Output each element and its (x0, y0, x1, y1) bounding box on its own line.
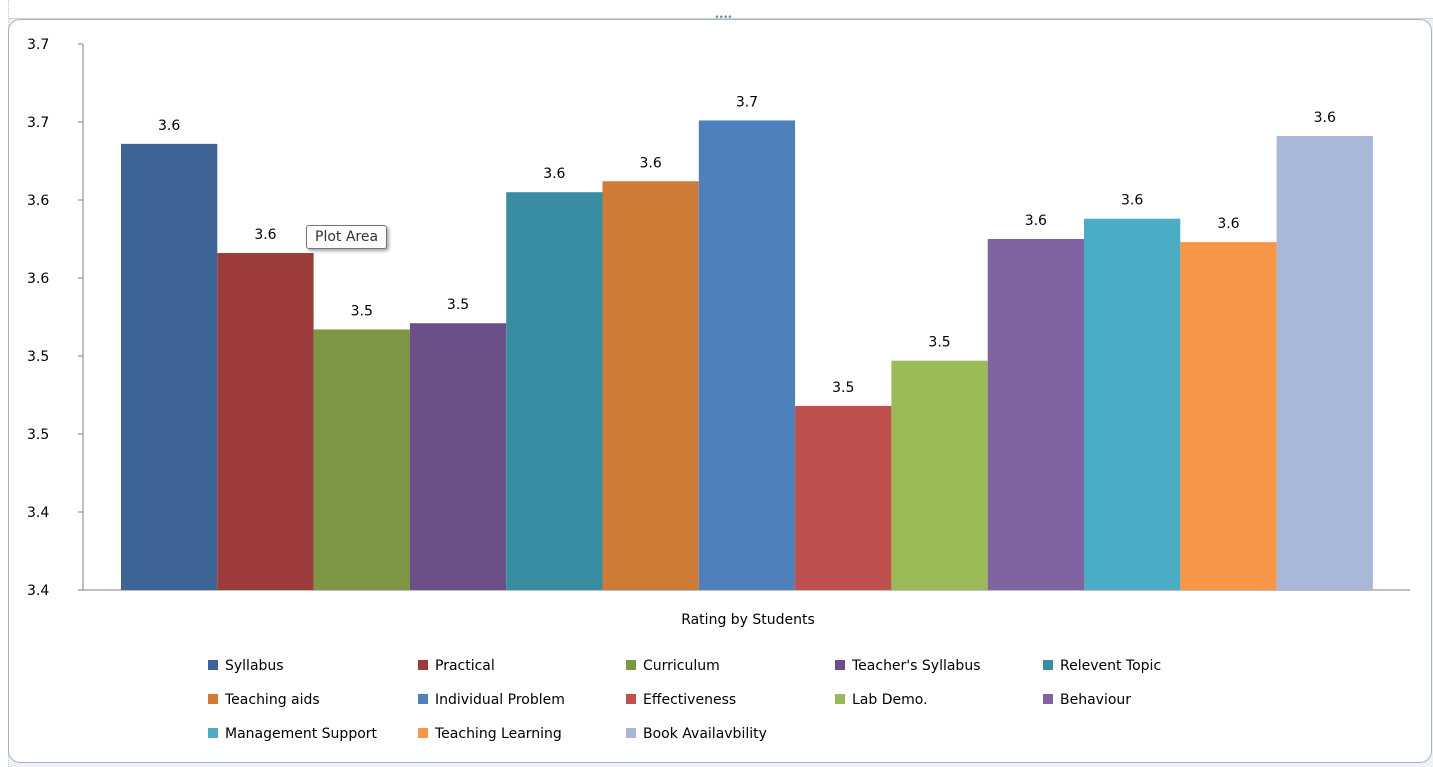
legend-swatch (208, 694, 218, 704)
bar-lab-demo-[interactable] (891, 360, 988, 590)
data-label: 3.5 (928, 335, 950, 351)
data-label: 3.7 (736, 94, 758, 110)
y-tick-label: 3.6 (27, 271, 49, 287)
legend-item[interactable]: Teacher's Syllabus (835, 658, 980, 674)
data-label: 3.6 (1217, 216, 1239, 232)
bar-practical[interactable] (217, 253, 314, 591)
data-label: 3.6 (1121, 193, 1143, 209)
legend-label: Book Availavbility (643, 726, 767, 742)
bar-behaviour[interactable] (987, 239, 1084, 590)
legend-label: Behaviour (1060, 692, 1131, 708)
bar-relevent-topic[interactable] (506, 192, 603, 590)
bar-teaching-aids[interactable] (602, 181, 699, 590)
legend-item[interactable]: Effectiveness (626, 692, 736, 708)
legend-item[interactable]: Practical (418, 658, 495, 674)
bar-syllabus[interactable] (121, 143, 218, 590)
legend-label: Effectiveness (643, 692, 736, 708)
legend-label: Curriculum (643, 658, 720, 674)
legend-swatch (626, 660, 636, 670)
bar-effectiveness[interactable] (795, 405, 892, 590)
legend-item[interactable]: Book Availavbility (626, 726, 767, 742)
legend-swatch (626, 728, 636, 738)
legend-label: Relevent Topic (1060, 658, 1161, 674)
data-label: 3.6 (543, 166, 565, 182)
legend-label: Teaching Learning (434, 726, 562, 742)
legend-label: Practical (435, 658, 495, 674)
legend-item[interactable]: Lab Demo. (835, 692, 928, 708)
legend-item[interactable]: Curriculum (626, 658, 720, 674)
data-label: 3.5 (447, 297, 469, 313)
bar-teaching-learning[interactable] (1180, 242, 1277, 590)
legend-swatch (208, 660, 218, 670)
legend-swatch (418, 660, 428, 670)
y-tick-label: 3.4 (27, 505, 49, 521)
y-tick-label: 3.7 (27, 115, 49, 131)
top-ruler (0, 0, 1433, 19)
legend-item[interactable]: Syllabus (208, 658, 284, 674)
data-label: 3.6 (158, 118, 180, 134)
legend-label: Lab Demo. (852, 692, 928, 708)
legend-swatch (1043, 694, 1053, 704)
legend-label: Teacher's Syllabus (851, 658, 980, 674)
data-label: 3.6 (254, 227, 276, 243)
legend-swatch (418, 728, 428, 738)
resize-handle-icon[interactable]: •••• (714, 13, 732, 23)
x-axis-title: Rating by Students (681, 612, 815, 628)
bar-individual-problem[interactable] (698, 120, 796, 590)
y-axis: 3.4 3.4 3.5 3.5 3.6 3.6 3.7 3.7 (27, 37, 84, 599)
bar-curriculum[interactable] (313, 329, 410, 590)
y-tick-label: 3.5 (27, 427, 49, 443)
legend-item[interactable]: Teaching aids (208, 692, 320, 708)
legend-item[interactable]: Management Support (208, 726, 378, 742)
data-label: 3.6 (1314, 110, 1336, 126)
bar-teacher-s-syllabus[interactable] (409, 323, 507, 590)
legend-label: Individual Problem (435, 692, 565, 708)
legend[interactable]: Syllabus Practical Curriculum Teacher's Syl… (208, 658, 1161, 742)
legend-swatch (835, 660, 845, 670)
legend-label: Syllabus (225, 658, 284, 674)
legend-label: Management Support (225, 726, 378, 742)
data-label: 3.5 (351, 303, 373, 319)
y-tick-label: 3.7 (27, 37, 49, 53)
bar-management-support[interactable] (1084, 218, 1181, 590)
data-labels: 3.6 3.6 3.5 3.5 3.6 3.6 3.7 3.5 3.5 3.6 3.6 3.6 3.6 (158, 94, 1336, 395)
data-label: 3.6 (1025, 213, 1047, 229)
legend-swatch (1043, 660, 1053, 670)
plot-area-tooltip: Plot Area (306, 225, 388, 249)
legend-item[interactable]: Individual Problem (418, 692, 565, 708)
legend-item[interactable]: Relevent Topic (1043, 658, 1161, 674)
legend-item[interactable]: Teaching Learning (418, 726, 562, 742)
plot-area[interactable] (121, 120, 1373, 591)
data-label: 3.6 (640, 155, 662, 171)
legend-label: Teaching aids (224, 692, 320, 708)
y-tick-label: 3.6 (27, 193, 49, 209)
legend-swatch (626, 694, 636, 704)
y-tick-label: 3.4 (27, 583, 49, 599)
bar-book-availavbility[interactable] (1276, 136, 1373, 591)
legend-swatch (208, 728, 218, 738)
data-label: 3.5 (832, 380, 854, 396)
legend-swatch (835, 694, 845, 704)
legend-item[interactable]: Behaviour (1043, 692, 1131, 708)
y-tick-label: 3.5 (27, 349, 49, 365)
legend-swatch (418, 694, 428, 704)
